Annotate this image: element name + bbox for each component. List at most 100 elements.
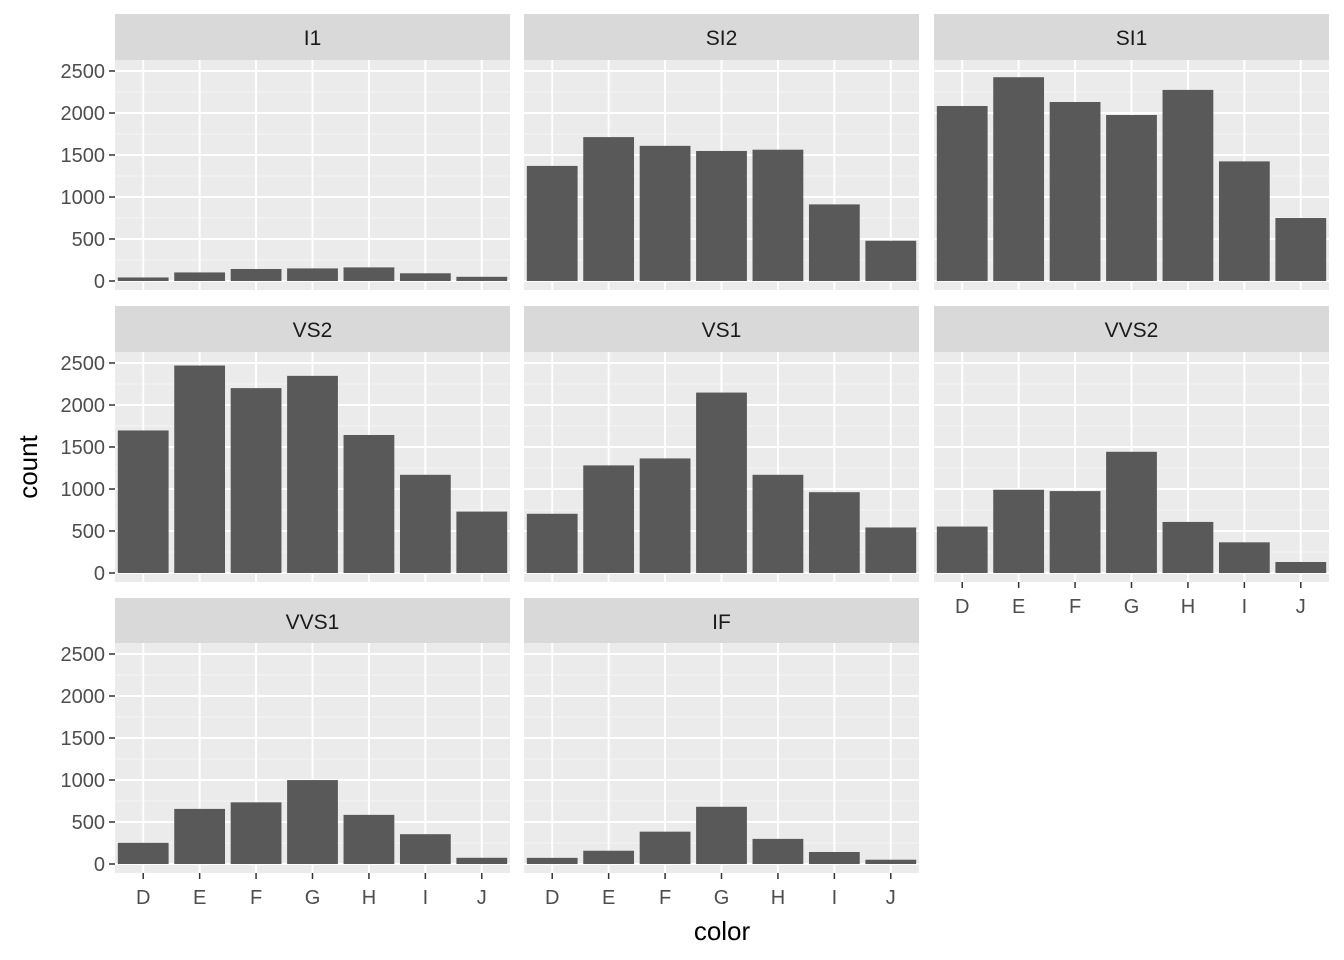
bar-vs1-d bbox=[526, 513, 578, 573]
facet-panel-si1: SI1 bbox=[934, 14, 1329, 290]
bar-vvs1-g bbox=[287, 780, 338, 864]
bar-if-e bbox=[583, 850, 635, 864]
bar-vvs1-d bbox=[117, 842, 169, 864]
bar-i1-j bbox=[456, 276, 508, 281]
bar-vvs1-f bbox=[230, 802, 282, 864]
x-tick-label: F bbox=[250, 887, 262, 909]
bar-si1-g bbox=[1106, 115, 1157, 282]
facet-panel-vs1: VS1 bbox=[524, 306, 919, 582]
facet-strip bbox=[934, 14, 1329, 60]
bar-si1-i bbox=[1218, 161, 1270, 281]
bar-vvs2-i bbox=[1218, 542, 1270, 573]
x-tick-label: G bbox=[1124, 596, 1140, 618]
bar-if-f bbox=[639, 831, 691, 864]
facet-strip bbox=[115, 306, 510, 352]
y-tick-label: 2500 bbox=[61, 644, 106, 666]
bar-si1-h bbox=[1162, 89, 1214, 282]
facet-strip-label: IF bbox=[712, 611, 731, 634]
facet-strip bbox=[524, 598, 919, 644]
bar-vs2-j bbox=[456, 511, 508, 573]
bar-vs1-f bbox=[639, 458, 691, 573]
x-tick-label: D bbox=[955, 596, 969, 618]
bar-si1-d bbox=[936, 106, 988, 281]
bar-vvs2-j bbox=[1275, 561, 1327, 573]
bar-i1-i bbox=[399, 273, 451, 281]
bar-vs1-h bbox=[752, 474, 804, 573]
bar-i1-h bbox=[343, 267, 395, 281]
bar-vvs1-i bbox=[399, 834, 451, 864]
bar-si2-e bbox=[583, 137, 635, 281]
y-tick-label: 2000 bbox=[61, 103, 106, 125]
facet-panel-if: IF D E F G H I J bbox=[524, 598, 919, 909]
x-tick-label: D bbox=[545, 887, 559, 909]
bar-vvs1-j bbox=[456, 857, 508, 864]
facet-strip-label: I1 bbox=[304, 27, 322, 50]
y-tick-label: 1500 bbox=[61, 145, 106, 167]
bar-vs1-i bbox=[808, 492, 860, 573]
facet-strip-label: VVS1 bbox=[286, 611, 340, 634]
bar-vvs2-g bbox=[1106, 451, 1157, 573]
bar-vs1-j bbox=[865, 527, 917, 573]
y-tick-label: 1500 bbox=[61, 728, 106, 750]
y-tick-label: 1000 bbox=[61, 770, 106, 792]
bar-vvs1-h bbox=[343, 814, 395, 864]
y-tick-label: 500 bbox=[72, 521, 105, 543]
y-tick-label: 1000 bbox=[61, 187, 106, 209]
bar-vs2-d bbox=[117, 430, 169, 573]
bar-si2-h bbox=[752, 149, 804, 281]
facet-panel-vs2: VS2 0 500 1000 1500 2000 2500 bbox=[61, 306, 510, 585]
y-tick-label: 0 bbox=[94, 854, 105, 876]
bar-if-g bbox=[696, 806, 747, 864]
x-tick-label: I bbox=[1242, 596, 1248, 618]
x-tick-label: F bbox=[1069, 596, 1081, 618]
x-tick-label: E bbox=[193, 887, 206, 909]
x-tick-label: D bbox=[136, 887, 150, 909]
bar-si2-i bbox=[808, 204, 860, 281]
bar-si2-j bbox=[865, 240, 917, 281]
bar-vs2-f bbox=[230, 388, 282, 573]
facet-strip-label: VS1 bbox=[702, 319, 742, 342]
bar-si1-e bbox=[993, 77, 1045, 281]
y-tick-label: 2000 bbox=[61, 686, 106, 708]
y-tick-label: 2500 bbox=[61, 61, 106, 83]
bar-vvs2-f bbox=[1049, 491, 1101, 573]
y-axis-title: count bbox=[13, 434, 43, 498]
facet-strip bbox=[115, 14, 510, 60]
bar-si2-f bbox=[639, 145, 691, 281]
facet-panels: I1 0 500 1000 1500 2000 2500 SI2 SI1 VS2 0 500 1000 1… bbox=[61, 14, 1329, 909]
facet-strip-label: SI2 bbox=[706, 27, 738, 50]
bar-vs1-g bbox=[696, 392, 747, 573]
x-tick-label: E bbox=[1012, 596, 1025, 618]
x-tick-label: F bbox=[659, 887, 671, 909]
facet-strip bbox=[524, 14, 919, 60]
bar-if-h bbox=[752, 838, 804, 864]
x-tick-label: J bbox=[886, 887, 896, 909]
facet-panel-i1: I1 0 500 1000 1500 2000 2500 bbox=[61, 14, 510, 293]
bar-si2-g bbox=[696, 150, 747, 281]
bar-si1-j bbox=[1275, 218, 1327, 281]
y-tick-label: 1000 bbox=[61, 479, 106, 501]
bar-if-d bbox=[526, 857, 578, 864]
bar-vs1-e bbox=[583, 465, 635, 573]
bar-si1-f bbox=[1049, 101, 1101, 281]
facet-strip-label: VS2 bbox=[293, 319, 333, 342]
x-tick-label: I bbox=[423, 887, 429, 909]
y-tick-label: 2500 bbox=[61, 353, 106, 375]
bar-i1-f bbox=[230, 268, 282, 281]
bar-i1-g bbox=[287, 268, 338, 281]
x-tick-label: H bbox=[1181, 596, 1195, 618]
facet-panel-vvs1: VVS1 0 500 1000 1500 2000 2500 D E F G H I J bbox=[61, 598, 510, 909]
bar-vvs2-h bbox=[1162, 521, 1214, 573]
x-tick-label: G bbox=[305, 887, 321, 909]
bar-si2-d bbox=[526, 165, 578, 281]
bar-vs2-e bbox=[174, 365, 226, 573]
y-tick-label: 500 bbox=[72, 812, 105, 834]
facet-strip bbox=[115, 598, 510, 644]
facet-panel-vvs2: VVS2 D E F G H I J bbox=[934, 306, 1329, 618]
bar-vs2-g bbox=[287, 375, 338, 573]
x-tick-label: G bbox=[714, 887, 730, 909]
y-tick-label: 0 bbox=[94, 563, 105, 585]
y-tick-label: 0 bbox=[94, 271, 105, 293]
x-tick-label: E bbox=[602, 887, 615, 909]
facet-strip bbox=[524, 306, 919, 352]
